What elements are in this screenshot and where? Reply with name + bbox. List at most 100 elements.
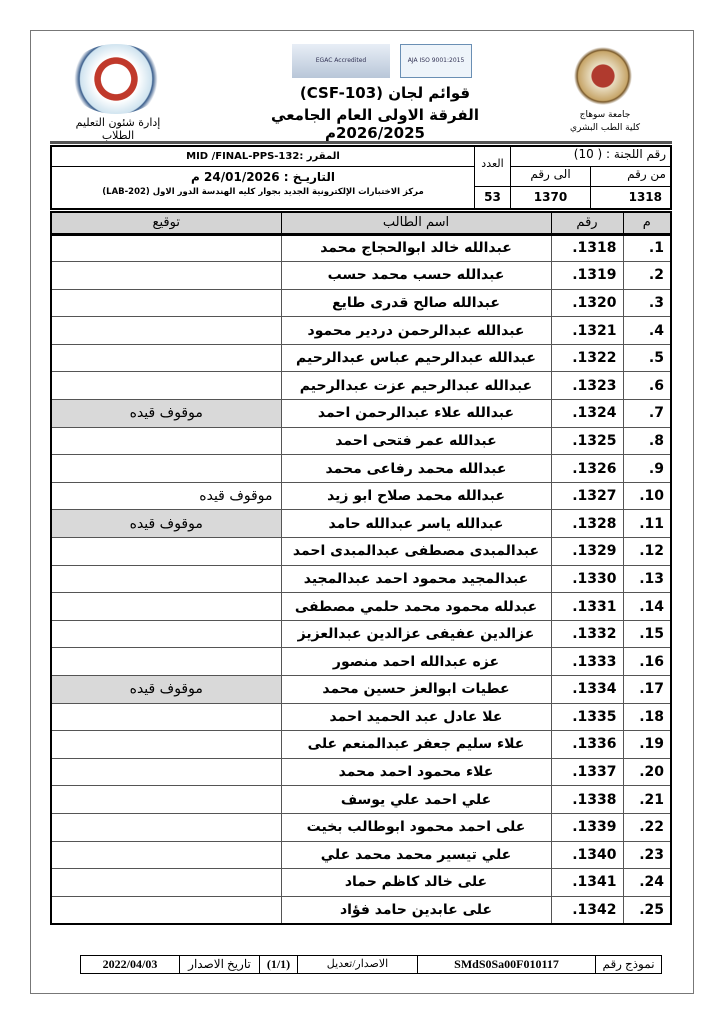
signature-cell[interactable] bbox=[50, 757, 282, 787]
student-number: 1328. bbox=[550, 509, 624, 539]
signature-cell[interactable] bbox=[50, 343, 282, 373]
student-number: 1321. bbox=[550, 316, 624, 345]
student-name: عبدالله عبدالرحمن دردير محمود bbox=[280, 316, 552, 345]
student-name: عبدالله محمد رفاعى محمد bbox=[280, 454, 552, 483]
row-index: 24. bbox=[622, 868, 672, 897]
signature-cell[interactable] bbox=[50, 564, 282, 594]
signature-cell[interactable] bbox=[50, 895, 282, 925]
student-name: علي احمد علي يوسف bbox=[280, 785, 552, 814]
student-affairs-caption: إدارة شئون التعليم الطلاب bbox=[75, 116, 161, 142]
student-number: 1322. bbox=[550, 343, 624, 373]
row-index: 9. bbox=[622, 454, 672, 483]
table-row: 17. 1334. عطيات ابوالعز حسين محمد موقوف قيد… bbox=[50, 675, 672, 704]
student-name: على عابدين حامد فؤاد bbox=[280, 895, 552, 925]
page-title: قوائم لجان (CSF-103) bbox=[299, 84, 471, 102]
row-index: 12. bbox=[622, 537, 672, 566]
signature-cell[interactable] bbox=[50, 812, 282, 842]
table-row: 13. 1330. عبدالمجيد محمود احمد عبدالمجيد bbox=[50, 564, 672, 594]
student-name: عزه عبدالله احمد منصور bbox=[280, 647, 552, 676]
table-row: 7. 1324. عبدالله علاء عبدالرحمن احمد موقوف … bbox=[50, 399, 672, 428]
signature-cell[interactable] bbox=[50, 537, 282, 566]
egac-certification-logo: EGAC Accredited bbox=[292, 44, 390, 78]
table-row: 1. 1318. عبدالله خالد ابوالحجاج محمد bbox=[50, 233, 672, 263]
table-row: 24. 1341. على خالد كاظم حماد bbox=[50, 868, 672, 897]
to-label: الى رقم bbox=[510, 167, 590, 187]
row-index: 11. bbox=[622, 509, 672, 539]
table-row: 4. 1321. عبدالله عبدالرحمن دردير محمود bbox=[50, 316, 672, 345]
row-index: 13. bbox=[622, 564, 672, 594]
row-index: 14. bbox=[622, 592, 672, 621]
version-label: الاصدار/تعديل bbox=[297, 956, 417, 973]
row-index: 6. bbox=[622, 371, 672, 401]
student-number: 1331. bbox=[550, 592, 624, 621]
row-index: 23. bbox=[622, 840, 672, 870]
signature-cell[interactable]: موقوف قيده bbox=[50, 481, 282, 511]
students-table: م رقم اسم الطالب توقيع 1. 1318. عبدالله خا… bbox=[50, 211, 672, 925]
student-name: عطيات ابوالعز حسين محمد bbox=[280, 675, 552, 704]
from-value: 1318 bbox=[590, 187, 670, 208]
header-index: م bbox=[622, 211, 672, 236]
student-name: عزالدين عفيفى عزالدين عبدالعزيز bbox=[280, 619, 552, 649]
table-row: 14. 1331. عبدلله محمود محمد حلمي مصطفى bbox=[50, 592, 672, 621]
form-footer: نموذج رقم SMdS0Sa00F010117 الاصدار/تعديل… bbox=[80, 955, 662, 974]
header-signature: توقيع bbox=[50, 211, 282, 236]
table-row: 10. 1327. عبدالله محمد صلاح ابو زيد موقوف ق… bbox=[50, 481, 672, 511]
row-index: 2. bbox=[622, 261, 672, 290]
row-index: 10. bbox=[622, 481, 672, 511]
signature-cell[interactable] bbox=[50, 868, 282, 897]
signature-cell[interactable] bbox=[50, 261, 282, 290]
signature-cell[interactable] bbox=[50, 702, 282, 732]
signature-cell[interactable] bbox=[50, 785, 282, 814]
table-row: 3. 1320. عبدالله صالح قدرى طايع bbox=[50, 288, 672, 318]
row-index: 15. bbox=[622, 619, 672, 649]
form-number-value: SMdS0Sa00F010117 bbox=[417, 956, 595, 973]
signature-cell[interactable] bbox=[50, 730, 282, 759]
table-row: 15. 1332. عزالدين عفيفى عزالدين عبدالعزيز bbox=[50, 619, 672, 649]
student-name: عبدالله حسب محمد حسب bbox=[280, 261, 552, 290]
student-number: 1320. bbox=[550, 288, 624, 318]
count-label: العدد bbox=[474, 147, 510, 187]
student-number: 1341. bbox=[550, 868, 624, 897]
signature-cell[interactable]: موقوف قيده bbox=[50, 399, 282, 428]
row-index: 16. bbox=[622, 647, 672, 676]
row-index: 4. bbox=[622, 316, 672, 345]
to-value: 1370 bbox=[510, 187, 590, 208]
row-index: 5. bbox=[622, 343, 672, 373]
signature-cell[interactable] bbox=[50, 233, 282, 263]
student-name: علاء سليم جعفر عبدالمنعم على bbox=[280, 730, 552, 759]
student-name: عبدالله محمد صلاح ابو زيد bbox=[280, 481, 552, 511]
student-number: 1338. bbox=[550, 785, 624, 814]
table-row: 12. 1329. عبدالمبدى مصطفى عبدالمبدى احمد bbox=[50, 537, 672, 566]
student-name: علا عادل عبد الحميد احمد bbox=[280, 702, 552, 732]
student-name: عبدالله خالد ابوالحجاج محمد bbox=[280, 233, 552, 263]
signature-cell[interactable] bbox=[50, 454, 282, 483]
row-index: 21. bbox=[622, 785, 672, 814]
exam-date: التاريـخ : 24/01/2026 م bbox=[191, 170, 335, 184]
signature-cell[interactable] bbox=[50, 316, 282, 345]
header-number: رقم bbox=[550, 211, 624, 236]
count-value: 53 bbox=[474, 187, 510, 208]
signature-cell[interactable] bbox=[50, 619, 282, 649]
student-name: على خالد كاظم حماد bbox=[280, 868, 552, 897]
signature-cell[interactable] bbox=[50, 647, 282, 676]
signature-cell[interactable]: موقوف قيده bbox=[50, 675, 282, 704]
student-number: 1334. bbox=[550, 675, 624, 704]
row-index: 17. bbox=[622, 675, 672, 704]
university-name: جامعة سوهاج bbox=[579, 110, 631, 120]
student-name: عبدالمجيد محمود احمد عبدالمجيد bbox=[280, 564, 552, 594]
signature-cell[interactable] bbox=[50, 426, 282, 456]
student-number: 1327. bbox=[550, 481, 624, 511]
signature-cell[interactable]: موقوف قيده bbox=[50, 509, 282, 539]
signature-cell[interactable] bbox=[50, 592, 282, 621]
table-header-row: م رقم اسم الطالب توقيع bbox=[50, 211, 672, 236]
signature-cell[interactable] bbox=[50, 840, 282, 870]
table-row: 9. 1326. عبدالله محمد رفاعى محمد bbox=[50, 454, 672, 483]
header-name: اسم الطالب bbox=[280, 211, 552, 236]
row-index: 8. bbox=[622, 426, 672, 456]
version-value: (1/1) bbox=[259, 956, 297, 973]
student-number: 1333. bbox=[550, 647, 624, 676]
signature-cell[interactable] bbox=[50, 371, 282, 401]
student-number: 1326. bbox=[550, 454, 624, 483]
signature-cell[interactable] bbox=[50, 288, 282, 318]
row-index: 19. bbox=[622, 730, 672, 759]
